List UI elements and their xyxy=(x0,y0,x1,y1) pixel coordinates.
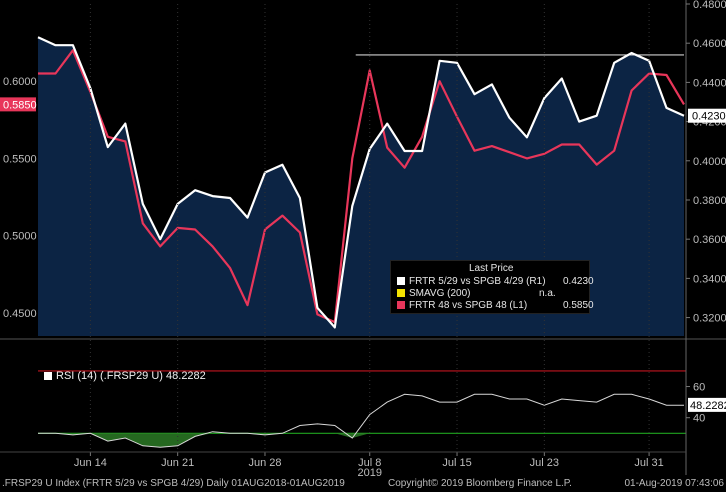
legend-value-r1: 0.4230 xyxy=(563,276,594,287)
right-last-price-label: 0.4230 xyxy=(692,111,726,123)
left-last-price-badge xyxy=(0,97,36,112)
legend-name-l1: FRTR 48 vs SPGB 48 (L1) xyxy=(409,300,528,311)
rsi-line xyxy=(38,393,684,448)
x-year-label: 2019 xyxy=(357,467,381,479)
rsi-oversold-fill xyxy=(38,433,684,448)
legend: Last Price FRTR 5/29 vs SPGB 4/29 (R1) 0… xyxy=(390,260,594,314)
legend-value-l1: 0.5850 xyxy=(563,300,594,311)
legend-name-r1: FRTR 5/29 vs SPGB 4/29 (R1) xyxy=(409,276,546,287)
x-tick-label: Jun 14 xyxy=(74,457,107,469)
right-tick-label: 0.3600 xyxy=(693,234,726,246)
footer: .FRSP29 U Index (FRTR 5/29 vs SPGB 4/29)… xyxy=(0,476,726,492)
rsi-legend-text: RSI (14) (.FRSP29 U) 48.2282 xyxy=(56,370,206,382)
rsi-panel xyxy=(38,370,686,448)
rsi-tick-label: 40 xyxy=(693,413,705,425)
legend-entry-l1: FRTR 48 vs SPGB 48 (L1) 0.5850 xyxy=(397,300,594,312)
legend-swatch-smavg xyxy=(397,289,405,297)
axes: 0.6000 0.5500 0.5000 0.4500 0.5850 0.4800 0.46… xyxy=(0,0,726,479)
price-panel xyxy=(0,4,726,340)
footer-timestamp: 01-Aug-2019 07:43:06 xyxy=(624,478,724,489)
x-tick-label: Jul 8 xyxy=(358,457,381,469)
legend-swatch-r1 xyxy=(397,277,405,285)
rsi-swatch xyxy=(44,372,52,380)
series-r1-line xyxy=(37,36,685,329)
legend-swatch-l1 xyxy=(397,301,405,309)
x-tick-label: Jul 15 xyxy=(442,457,471,469)
right-tick-label: 0.4800 xyxy=(693,0,726,11)
left-tick-label: 0.4500 xyxy=(3,308,37,320)
legend-entry-smavg: SMAVG (200) n.a. xyxy=(397,288,556,300)
right-tick-label: 0.4600 xyxy=(693,38,726,50)
right-last-price-badge xyxy=(688,108,726,123)
right-tick-label: 0.3800 xyxy=(693,195,726,207)
footer-security: .FRSP29 U Index (FRTR 5/29 vs SPGB 4/29)… xyxy=(2,478,345,489)
rsi-tick-label: 60 xyxy=(693,382,705,394)
left-tick-label: 0.5000 xyxy=(3,231,37,243)
x-tick-label: Jun 28 xyxy=(248,457,281,469)
legend-value-smavg: n.a. xyxy=(539,288,556,299)
rsi-last-badge xyxy=(688,397,726,412)
series-l1-line xyxy=(38,49,685,324)
left-tick-label: 0.6000 xyxy=(3,76,37,88)
right-tick-label: 0.4000 xyxy=(693,156,726,168)
x-tick-label: Jun 21 xyxy=(161,457,194,469)
left-last-price-label: 0.5850 xyxy=(3,99,37,111)
rsi-legend: RSI (14) (.FRSP29 U) 48.2282 xyxy=(44,370,206,382)
legend-name-smavg: SMAVG (200) xyxy=(409,288,471,299)
x-tick-label: Jul 23 xyxy=(530,457,559,469)
legend-title: Last Price xyxy=(469,263,514,274)
right-tick-label: 0.3200 xyxy=(693,313,726,325)
legend-entry-r1: FRTR 5/29 vs SPGB 4/29 (R1) 0.4230 xyxy=(397,276,594,288)
right-tick-label: 0.4400 xyxy=(693,77,726,89)
left-tick-label: 0.5500 xyxy=(3,153,37,165)
footer-copyright: Copyright© 2019 Bloomberg Finance L.P. xyxy=(388,478,572,489)
rsi-last-label: 48.2282 xyxy=(690,400,726,412)
right-tick-label: 0.3400 xyxy=(693,273,726,285)
x-tick-label: Jul 31 xyxy=(634,457,663,469)
